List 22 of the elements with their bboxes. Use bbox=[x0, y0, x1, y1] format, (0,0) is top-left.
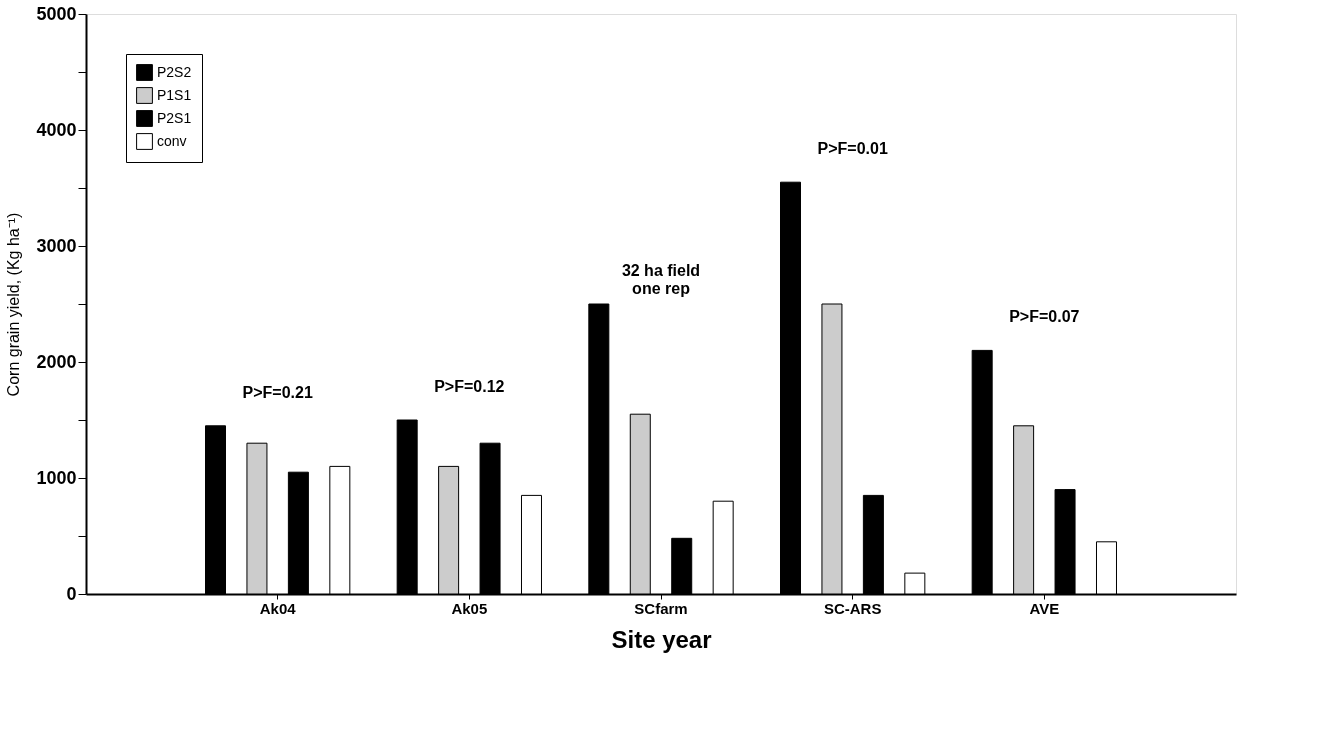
x-tick-label: SC-ARS bbox=[823, 599, 882, 617]
x-tick-label: SCfarm bbox=[634, 599, 688, 617]
y-axis-title: Corn grain yield, (Kg ha⁻¹) bbox=[5, 212, 23, 397]
legend-label: P1S1 bbox=[157, 86, 192, 103]
annotation: P>F=0.01 bbox=[817, 140, 888, 158]
annotation: P>F=0.21 bbox=[242, 383, 313, 401]
legend-label: conv bbox=[157, 132, 187, 149]
y-tick-label: 2000 bbox=[36, 351, 77, 372]
annotation: P>F=0.07 bbox=[1009, 308, 1080, 326]
y-tick-label: 4000 bbox=[36, 119, 77, 140]
y-tick-label: 5000 bbox=[36, 3, 77, 24]
x-tick-label: AVE bbox=[1029, 599, 1060, 617]
x-axis-title: Site year bbox=[611, 625, 712, 653]
annotation: 32 ha field one rep bbox=[621, 262, 701, 297]
x-tick-label: Ak04 bbox=[259, 599, 297, 617]
x-tick-label: Ak05 bbox=[451, 599, 488, 617]
y-tick-label: 0 bbox=[66, 583, 77, 604]
y-tick-label: 1000 bbox=[36, 467, 77, 488]
annotation: P>F=0.12 bbox=[434, 378, 505, 395]
legend-label: P2S1 bbox=[157, 109, 192, 126]
y-tick-label: 3000 bbox=[36, 235, 77, 256]
legend-label: P2S2 bbox=[157, 63, 192, 80]
